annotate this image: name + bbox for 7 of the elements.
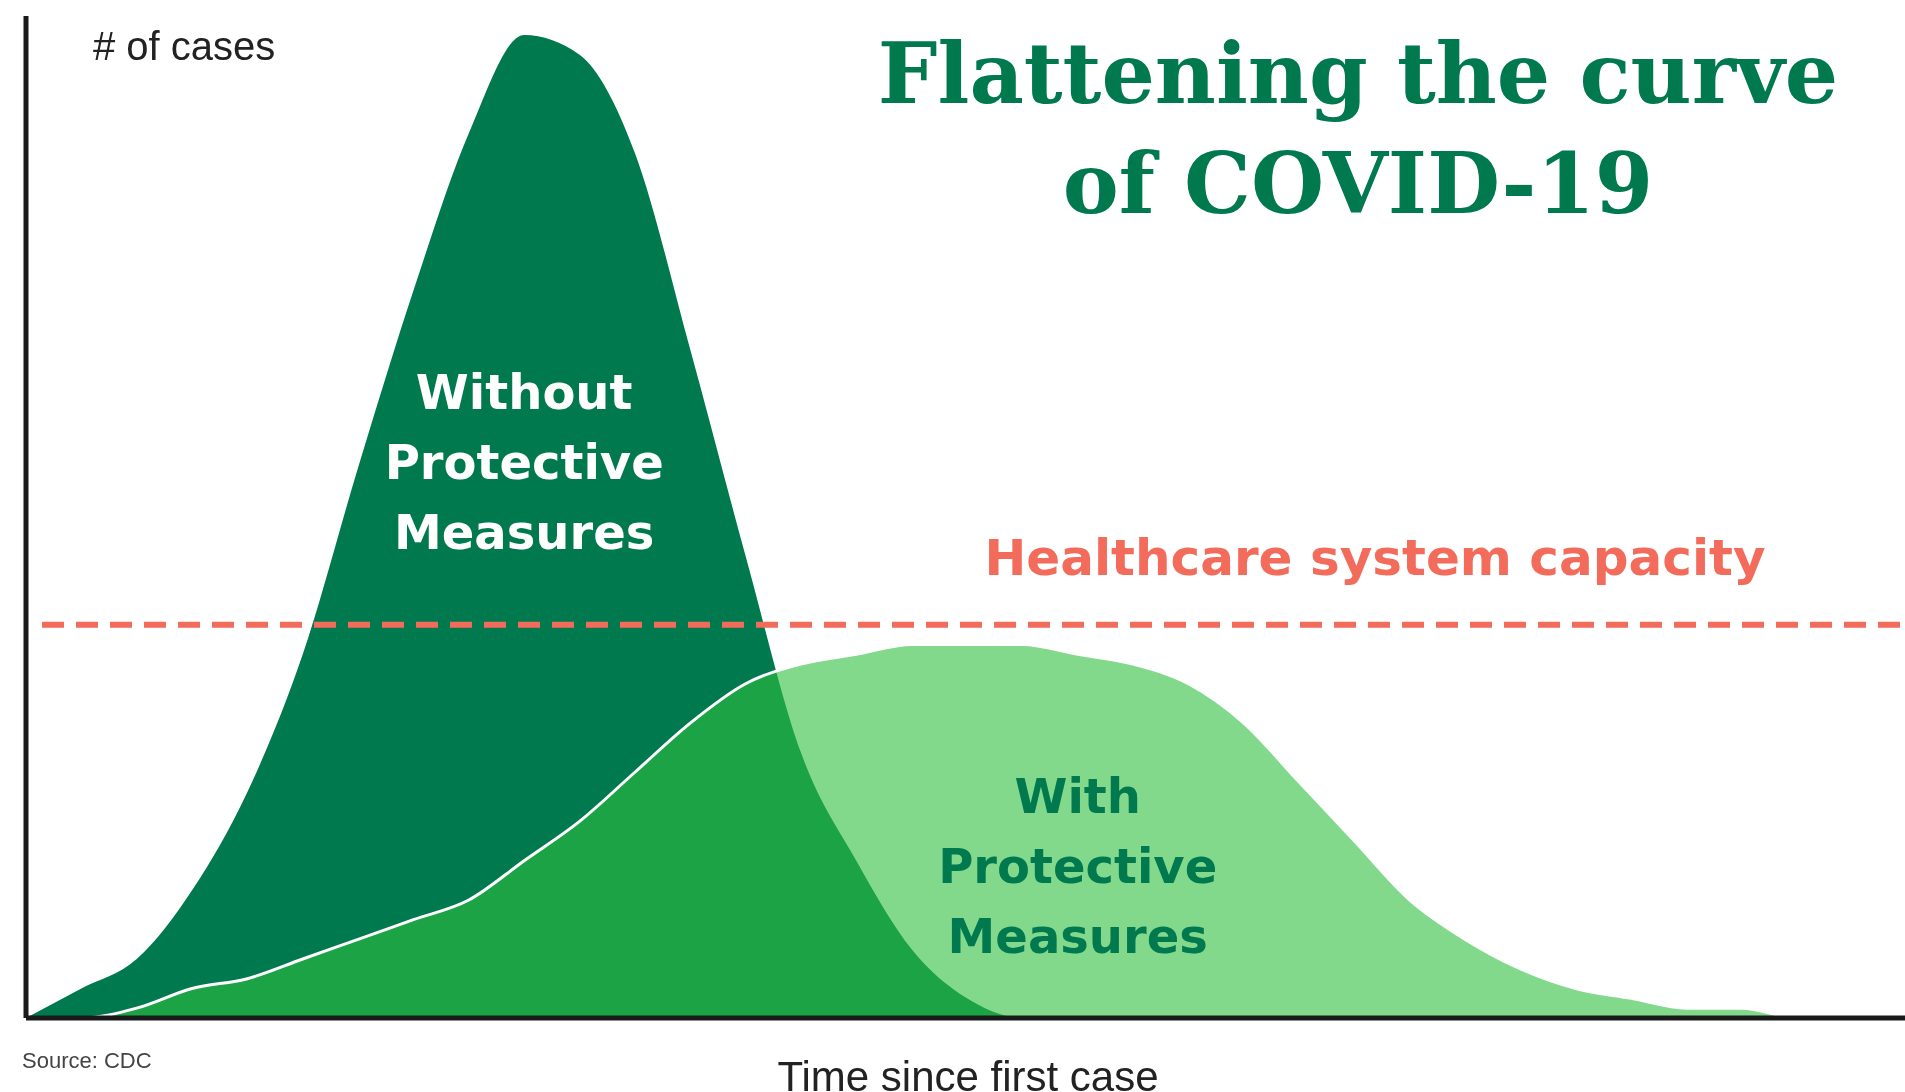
text: Flattening the curve of COVID-19 <box>877 24 1839 233</box>
y-axis-title: # of cases <box>93 24 276 68</box>
ref-line-label: Healthcare system capacity <box>984 528 1766 587</box>
series-label: Without Protective Measures <box>384 363 664 560</box>
x-axis-title: Time since first case <box>777 1053 1159 1092</box>
source-note: Source: CDC <box>22 1048 152 1073</box>
series-label: With Protective Measures <box>938 767 1218 964</box>
